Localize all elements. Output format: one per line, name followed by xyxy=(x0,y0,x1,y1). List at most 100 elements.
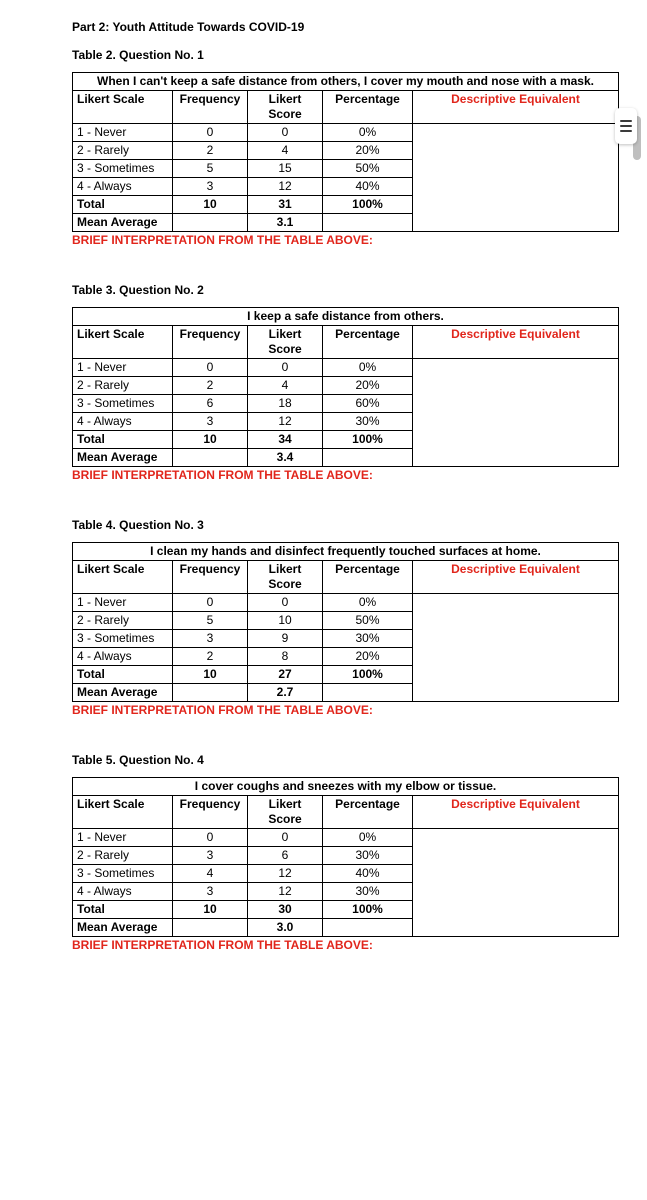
cell: 4 xyxy=(248,377,323,395)
cell: 40% xyxy=(323,178,413,196)
table-5-interp-label: BRIEF INTERPRETATION FROM THE TABLE ABOV… xyxy=(72,938,619,952)
table-3: I keep a safe distance from others. Like… xyxy=(72,307,619,467)
cell: 15 xyxy=(248,160,323,178)
cell-desc xyxy=(413,359,619,467)
cell: 0% xyxy=(323,594,413,612)
table-block-2: Table 2. Question No. 1 When I can't kee… xyxy=(72,48,619,247)
table-5: I cover coughs and sneezes with my elbow… xyxy=(72,777,619,937)
hdr-score: Likert Score xyxy=(248,796,323,829)
cell xyxy=(323,449,413,467)
cell: 12 xyxy=(248,883,323,901)
hdr-desc: Descriptive Equivalent xyxy=(413,561,619,594)
hdr-freq: Frequency xyxy=(173,796,248,829)
cell: 2.7 xyxy=(248,684,323,702)
cell: 60% xyxy=(323,395,413,413)
cell: 0 xyxy=(173,124,248,142)
cell: 1 - Never xyxy=(73,359,173,377)
cell: 30% xyxy=(323,847,413,865)
cell: 30% xyxy=(323,883,413,901)
hdr-score: Likert Score xyxy=(248,91,323,124)
table-row: 1 - Never 0 0 0% xyxy=(73,124,619,142)
table-2-caption: When I can't keep a safe distance from o… xyxy=(73,73,619,91)
cell: 2 xyxy=(173,142,248,160)
hdr-desc: Descriptive Equivalent xyxy=(413,91,619,124)
table-4: I clean my hands and disinfect frequentl… xyxy=(72,542,619,702)
cell xyxy=(323,919,413,937)
table-4-caption: I clean my hands and disinfect frequentl… xyxy=(73,543,619,561)
cell: 0% xyxy=(323,359,413,377)
cell: 9 xyxy=(248,630,323,648)
part-title: Part 2: Youth Attitude Towards COVID-19 xyxy=(72,20,619,34)
cell: 2 xyxy=(173,377,248,395)
hdr-freq: Frequency xyxy=(173,91,248,124)
cell: Total xyxy=(73,901,173,919)
cell: Mean Average xyxy=(73,214,173,232)
cell xyxy=(323,214,413,232)
cell: 30 xyxy=(248,901,323,919)
cell: Mean Average xyxy=(73,449,173,467)
hdr-freq: Frequency xyxy=(173,326,248,359)
cell: Total xyxy=(73,196,173,214)
cell: 10 xyxy=(173,901,248,919)
cell: 3 - Sometimes xyxy=(73,395,173,413)
cell: 31 xyxy=(248,196,323,214)
table-row: 1 - Never 0 0 0% xyxy=(73,594,619,612)
cell: Total xyxy=(73,666,173,684)
cell: 4 xyxy=(248,142,323,160)
cell: Mean Average xyxy=(73,919,173,937)
cell: 8 xyxy=(248,648,323,666)
table-3-interp-label: BRIEF INTERPRETATION FROM THE TABLE ABOV… xyxy=(72,468,619,482)
table-block-3: Table 3. Question No. 2 I keep a safe di… xyxy=(72,283,619,482)
cell xyxy=(173,919,248,937)
hdr-pct: Percentage xyxy=(323,91,413,124)
cell: 12 xyxy=(248,413,323,431)
table-4-title: Table 4. Question No. 3 xyxy=(72,518,619,532)
cell: 0 xyxy=(248,124,323,142)
table-row: 1 - Never 0 0 0% xyxy=(73,829,619,847)
cell: 2 - Rarely xyxy=(73,612,173,630)
hdr-pct: Percentage xyxy=(323,326,413,359)
cell-desc xyxy=(413,124,619,232)
cell: 30% xyxy=(323,630,413,648)
table-2-title: Table 2. Question No. 1 xyxy=(72,48,619,62)
cell: 3 - Sometimes xyxy=(73,630,173,648)
cell: 18 xyxy=(248,395,323,413)
document-page: Part 2: Youth Attitude Towards COVID-19 … xyxy=(0,0,647,980)
table-5-title: Table 5. Question No. 4 xyxy=(72,753,619,767)
cell: 1 - Never xyxy=(73,124,173,142)
cell: 4 - Always xyxy=(73,178,173,196)
cell: 20% xyxy=(323,648,413,666)
cell: 2 - Rarely xyxy=(73,377,173,395)
cell: 2 xyxy=(173,648,248,666)
cell: 3 - Sometimes xyxy=(73,160,173,178)
cell: 5 xyxy=(173,612,248,630)
cell: 6 xyxy=(248,847,323,865)
cell: 4 xyxy=(173,865,248,883)
cell: 12 xyxy=(248,865,323,883)
cell: 0 xyxy=(173,829,248,847)
cell xyxy=(323,684,413,702)
cell: 40% xyxy=(323,865,413,883)
cell xyxy=(173,449,248,467)
table-4-interp-label: BRIEF INTERPRETATION FROM THE TABLE ABOV… xyxy=(72,703,619,717)
cell: 0% xyxy=(323,829,413,847)
cell: 50% xyxy=(323,160,413,178)
cell: 2 - Rarely xyxy=(73,142,173,160)
hdr-pct: Percentage xyxy=(323,561,413,594)
hdr-freq: Frequency xyxy=(173,561,248,594)
cell: 3.1 xyxy=(248,214,323,232)
cell: 4 - Always xyxy=(73,648,173,666)
cell-desc xyxy=(413,829,619,937)
hdr-desc: Descriptive Equivalent xyxy=(413,326,619,359)
cell xyxy=(173,214,248,232)
cell: 1 - Never xyxy=(73,594,173,612)
cell: 3 xyxy=(173,883,248,901)
cell: 3.0 xyxy=(248,919,323,937)
hdr-score: Likert Score xyxy=(248,561,323,594)
cell: 10 xyxy=(173,666,248,684)
hdr-scale: Likert Scale xyxy=(73,561,173,594)
cell: 30% xyxy=(323,413,413,431)
cell: 1 - Never xyxy=(73,829,173,847)
sidebar-toggle[interactable] xyxy=(615,108,641,152)
cell: 5 xyxy=(173,160,248,178)
